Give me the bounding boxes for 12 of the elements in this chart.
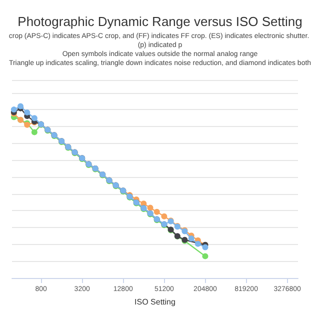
point [10, 106, 17, 113]
chart-title: Photographic Dynamic Range versus ISO Setting [18, 14, 302, 29]
point [161, 213, 168, 220]
point [194, 240, 201, 247]
point [31, 115, 38, 122]
x-axis-title: ISO Setting [134, 297, 176, 306]
point [154, 208, 160, 215]
point [147, 204, 154, 211]
point [31, 129, 38, 136]
point [24, 109, 30, 116]
point [202, 244, 208, 250]
point [188, 236, 194, 242]
